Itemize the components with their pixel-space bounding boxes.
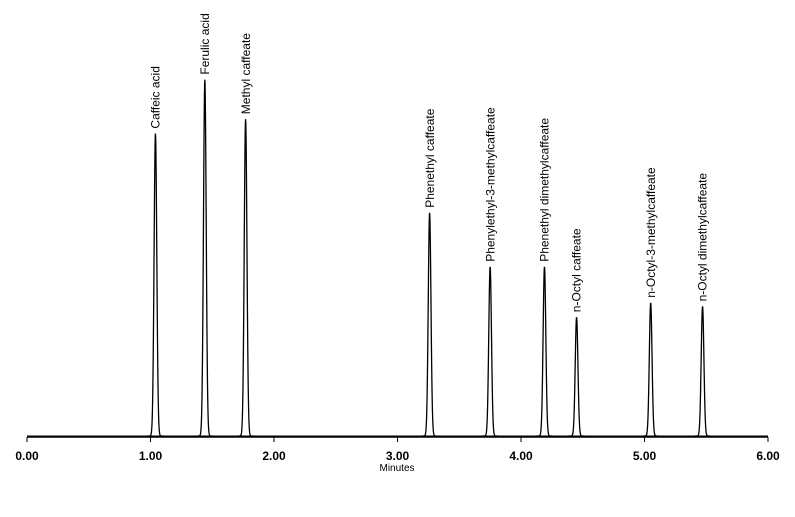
peak bbox=[536, 266, 553, 437]
peak-label: Caffeic acid bbox=[149, 66, 163, 128]
peak bbox=[642, 302, 659, 437]
peak bbox=[196, 79, 213, 437]
peak-label: Phenylethyl-3-methylcaffeate bbox=[483, 107, 497, 262]
x-tick-label: 4.00 bbox=[509, 449, 533, 463]
peak bbox=[481, 266, 499, 437]
peak-label: n-Octyl caffeate bbox=[570, 228, 584, 312]
x-tick-label: 5.00 bbox=[633, 449, 657, 463]
peak bbox=[421, 212, 438, 437]
peak-label: Methyl caffeate bbox=[239, 33, 253, 114]
x-axis-label: Minutes bbox=[379, 463, 414, 474]
x-tick-label: 0.00 bbox=[15, 449, 39, 463]
peak-label: n-Octyl-3-methylcaffeate bbox=[644, 167, 658, 298]
peak-label: Phenethyl dimethylcaffeate bbox=[538, 118, 552, 262]
peak bbox=[147, 133, 164, 437]
x-tick-label: 3.00 bbox=[386, 449, 410, 463]
x-tick-label: 6.00 bbox=[756, 449, 780, 463]
x-tick-label: 2.00 bbox=[262, 449, 286, 463]
peak bbox=[694, 306, 711, 437]
peak-label: n-Octyl dimethylcaffeate bbox=[696, 173, 710, 302]
x-tick-label: 1.00 bbox=[139, 449, 163, 463]
peak-label: Phenethyl caffeate bbox=[423, 108, 437, 208]
peak bbox=[237, 119, 254, 437]
peak bbox=[568, 317, 585, 437]
peak-label: Ferulic acid bbox=[198, 13, 212, 74]
